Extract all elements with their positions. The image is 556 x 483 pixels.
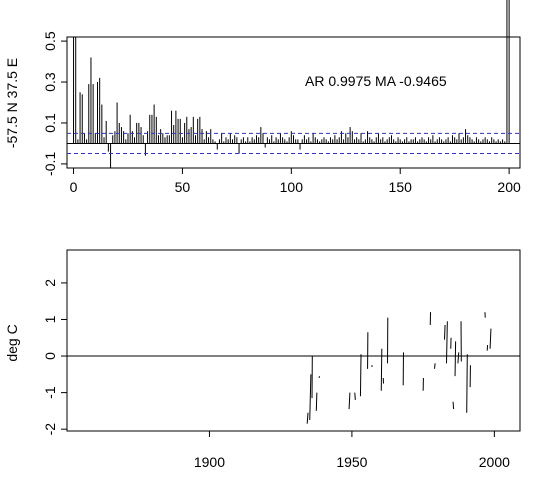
- acf-x-axis: 0 50 100 150 200: [70, 168, 521, 195]
- acf-x-tick-label: 0: [70, 179, 78, 195]
- temperature-segment: [466, 354, 468, 413]
- temperature-segment: [489, 328, 492, 349]
- temperature-segment: [454, 341, 457, 377]
- temperature-y-tick-label: 2: [42, 279, 58, 287]
- temperature-segment: [380, 348, 383, 391]
- temperature-segment: [457, 352, 460, 364]
- acf-y-tick-label: -0.1: [42, 152, 58, 176]
- temperature-x-tick-label: 2000: [479, 454, 510, 470]
- temperature-segment: [309, 374, 312, 421]
- acf-x-tick-label: 150: [389, 179, 413, 195]
- temperature-segment: [315, 392, 318, 411]
- acf-plot-frame: [66, 36, 521, 169]
- acf-y-tick-label: 0.1: [42, 113, 58, 133]
- temperature-y-axis: -2 -1 0 1 2: [42, 279, 67, 436]
- temperature-y-tick-label: -2: [42, 423, 58, 436]
- temperature-x-tick-label: 1950: [336, 454, 367, 470]
- temperature-y-tick-label: 1: [42, 315, 58, 323]
- temperature-segment: [306, 412, 309, 424]
- temperature-segment: [444, 324, 446, 340]
- temperature-segment: [434, 363, 436, 369]
- temperature-segment: [452, 401, 455, 410]
- acf-panel: 0 50 100 150 200 -0.1 0.1 0.3 0.5 AR 0.9975 MA …: [4, 0, 521, 195]
- temperature-y-tick-label: -1: [42, 386, 58, 399]
- acf-y-tick-label: 0.3: [42, 72, 58, 92]
- temperature-y-tick-label: 0: [42, 352, 58, 360]
- acf-annotation: AR 0.9975 MA -0.9465: [305, 73, 447, 89]
- temperature-segment: [445, 321, 448, 364]
- temperature-segments: [306, 312, 492, 424]
- acf-y-axis-label: -57.5 N 37.5 E: [4, 58, 20, 148]
- temperature-panel: 1900 1950 2000 -2 -1 0 1 2 deg C: [4, 249, 521, 470]
- temperature-segment: [348, 392, 351, 410]
- temperature-x-tick-label: 1900: [194, 454, 225, 470]
- temperature-segment: [359, 354, 362, 397]
- acf-x-tick-label: 200: [497, 179, 521, 195]
- temperature-segment: [354, 392, 356, 400]
- temperature-x-axis: 1900 1950 2000: [194, 431, 510, 470]
- acf-x-tick-label: 50: [175, 179, 191, 195]
- acf-x-tick-label: 100: [280, 179, 304, 195]
- acf-y-axis: -0.1 0.1 0.3 0.5: [42, 31, 67, 176]
- temperature-y-axis-label: deg C: [4, 324, 20, 361]
- temperature-plot-frame: [66, 249, 521, 432]
- acf-y-tick-label: 0.5: [42, 31, 58, 51]
